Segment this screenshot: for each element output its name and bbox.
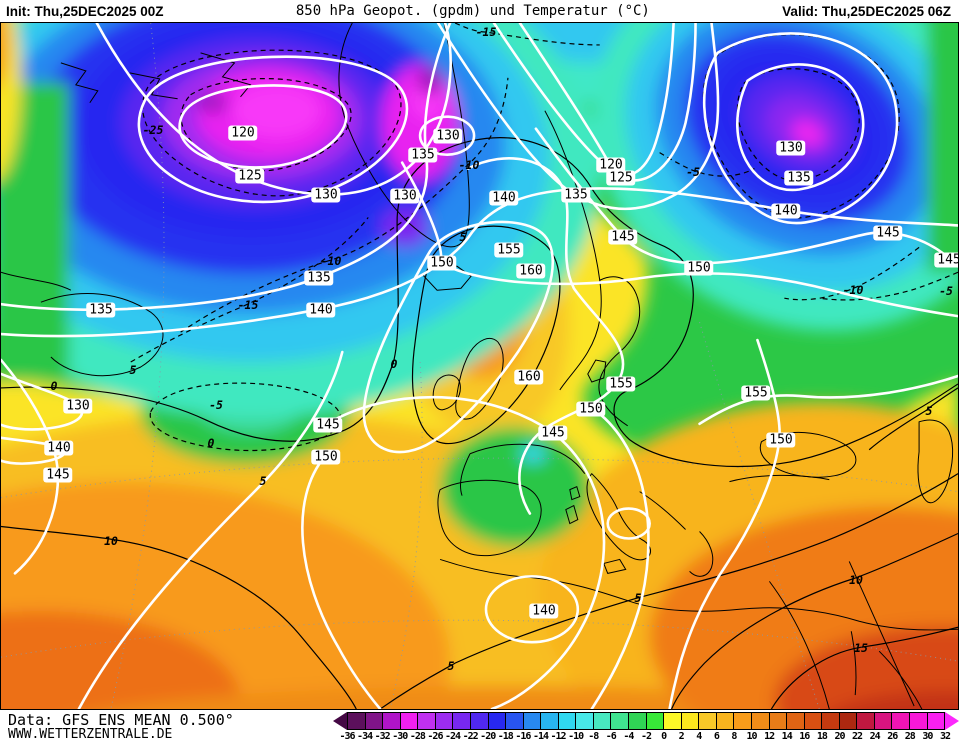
colorbar-tick-label: -4	[623, 731, 634, 741]
colorbar-cell	[523, 713, 542, 729]
colorbar-tick-label: 28	[904, 731, 916, 741]
colorbar-tick-label: 6	[713, 731, 720, 741]
init-time-label: Init: Thu,25DEC2025 00Z	[6, 3, 164, 19]
chart-footer: Data: GFS ENS MEAN 0.500° WWW.WETTERZENT…	[0, 710, 959, 741]
colorbar-cell	[804, 713, 823, 729]
colorbar-tick-label: -16	[515, 731, 531, 741]
colorbar-cell	[787, 713, 805, 729]
colorbar-tick-label: -12	[550, 731, 567, 741]
colorbar-cell	[541, 713, 559, 729]
weather-map: 120 125 130 130 135 130 150 135 140 135 130 140 145 1…	[0, 22, 959, 710]
colorbar-tick-label: -2	[640, 731, 652, 741]
colorbar-cell	[593, 713, 612, 729]
colorbar-cell	[910, 713, 928, 729]
colorbar-cell	[348, 713, 366, 729]
colorbar-right-arrow-icon	[945, 712, 959, 730]
colorbar-cell	[383, 713, 401, 729]
chart-header: Init: Thu,25DEC2025 00Z 850 hPa Geopot. …	[0, 0, 959, 22]
colorbar-tick-label: 30	[922, 731, 933, 741]
colorbar-cell	[716, 713, 735, 729]
colorbar-cell	[611, 713, 629, 729]
colorbar-tick-label: 18	[816, 731, 828, 741]
colorbar-tick-label: 2	[678, 731, 685, 741]
colorbar-cell	[453, 713, 471, 729]
colorbar-tick-label: -24	[444, 731, 461, 741]
colorbar-tick-label: 26	[887, 731, 898, 741]
graticule-layer	[1, 23, 958, 709]
colorbar-left-arrow-icon	[333, 712, 347, 730]
colorbar-tick-label: -8	[588, 731, 599, 741]
temperature-field-layer	[1, 23, 958, 709]
colorbar-tick-label: -20	[480, 731, 496, 741]
colorbar-cell	[558, 713, 577, 729]
colorbar-cell	[892, 713, 910, 729]
colorbar-tick-label: -34	[357, 731, 373, 741]
colorbar-cell	[734, 713, 752, 729]
geopotential-contours-layer	[1, 23, 958, 709]
temperature-colorbar-legend: -36 -34 -32 -30 -28 -26 -24 -22 -20 -18 -16 -14 -12-…	[333, 712, 959, 741]
colorbar-tick-label: -14	[532, 731, 549, 741]
colorbar-tick-label: 14	[781, 731, 793, 741]
colorbar-cell	[874, 713, 893, 729]
colorbar-cells	[347, 712, 945, 730]
colorbar-tick-label: -32	[374, 731, 391, 741]
colorbar-cell	[365, 713, 384, 729]
colorbar-labels: -36 -34 -32 -30 -28 -26 -24 -22 -20 -18 -16 -14 -12-…	[333, 731, 959, 741]
colorbar-cell	[576, 713, 594, 729]
colorbar-cell	[769, 713, 788, 729]
colorbar-tick-label: -26	[427, 731, 443, 741]
colorbar-tick-label: -10	[568, 731, 584, 741]
colorbar-cell	[857, 713, 875, 729]
colorbar-cell	[839, 713, 858, 729]
colorbar-tick-label: 24	[869, 731, 881, 741]
colorbar-cell	[646, 713, 665, 729]
colorbar-tick-label: -36	[339, 731, 355, 741]
temperature-contours-layer	[1, 23, 958, 709]
colorbar-cell	[681, 713, 700, 729]
colorbar-tick-label: 4	[696, 731, 702, 741]
colorbar-tick-label: -30	[392, 731, 408, 741]
colorbar-tick-label: 12	[764, 731, 775, 741]
colorbar-tick-label: 0	[661, 731, 667, 741]
colorbar-tick-label: 16	[799, 731, 810, 741]
colorbar-cell	[664, 713, 682, 729]
colorbar-row	[333, 712, 959, 730]
website-label: WWW.WETTERZENTRALE.DE	[8, 727, 173, 741]
colorbar-cell	[488, 713, 507, 729]
colorbar-tick-label: 22	[852, 731, 863, 741]
colorbar-tick-label: -6	[605, 731, 617, 741]
colorbar-cell	[699, 713, 717, 729]
colorbar-cell	[470, 713, 489, 729]
colorbar-tick-label: 10	[746, 731, 757, 741]
colorbar-cell	[418, 713, 436, 729]
colorbar-tick-label: -18	[497, 731, 514, 741]
colorbar-tick-label: 8	[731, 731, 737, 741]
colorbar-cell	[506, 713, 524, 729]
chart-title: 850 hPa Geopot. (gpdm) und Temperatur (°…	[295, 3, 650, 19]
colorbar-cell	[400, 713, 419, 729]
colorbar-tick-label: 20	[834, 731, 845, 741]
colorbar-cell	[435, 713, 454, 729]
colorbar-tick-label: 32	[939, 731, 951, 741]
colorbar-cell	[822, 713, 840, 729]
weather-map-graphic	[1, 23, 958, 709]
colorbar-tick-label: -22	[462, 731, 479, 741]
colorbar-cell	[751, 713, 770, 729]
colorbar-cell	[927, 713, 945, 729]
data-source-label: Data: GFS ENS MEAN 0.500°	[8, 711, 234, 729]
valid-time-label: Valid: Thu,25DEC2025 06Z	[782, 3, 951, 19]
colorbar-cell	[629, 713, 647, 729]
colorbar-tick-label: -28	[409, 731, 426, 741]
